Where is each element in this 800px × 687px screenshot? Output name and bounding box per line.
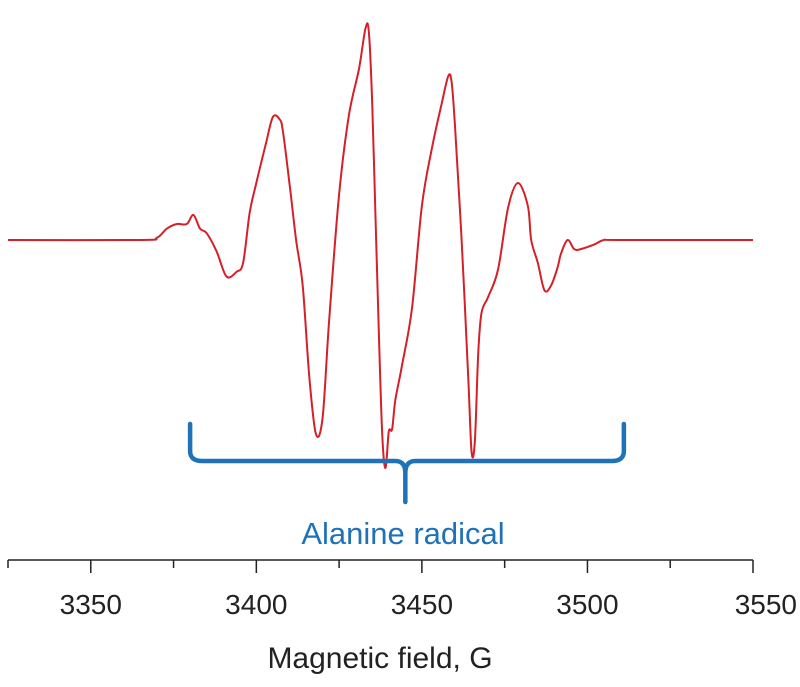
x-tick-label: 3400	[225, 589, 287, 620]
x-tick-label: 3350	[60, 589, 122, 620]
x-axis-ticks: 3350 3400 3450 3500 3550	[7, 560, 797, 620]
plot-area	[7, 22, 753, 470]
alanine-radical-label: Alanine radical	[301, 516, 504, 551]
alanine-radical-bracket	[187, 421, 627, 505]
x-axis-label: Magnetic field, G	[267, 642, 492, 675]
x-tick-label: 3500	[556, 589, 618, 620]
x-tick-label: 3550	[735, 589, 797, 620]
spectrum-line-0	[7, 22, 753, 470]
x-tick-label: 3450	[391, 589, 453, 620]
